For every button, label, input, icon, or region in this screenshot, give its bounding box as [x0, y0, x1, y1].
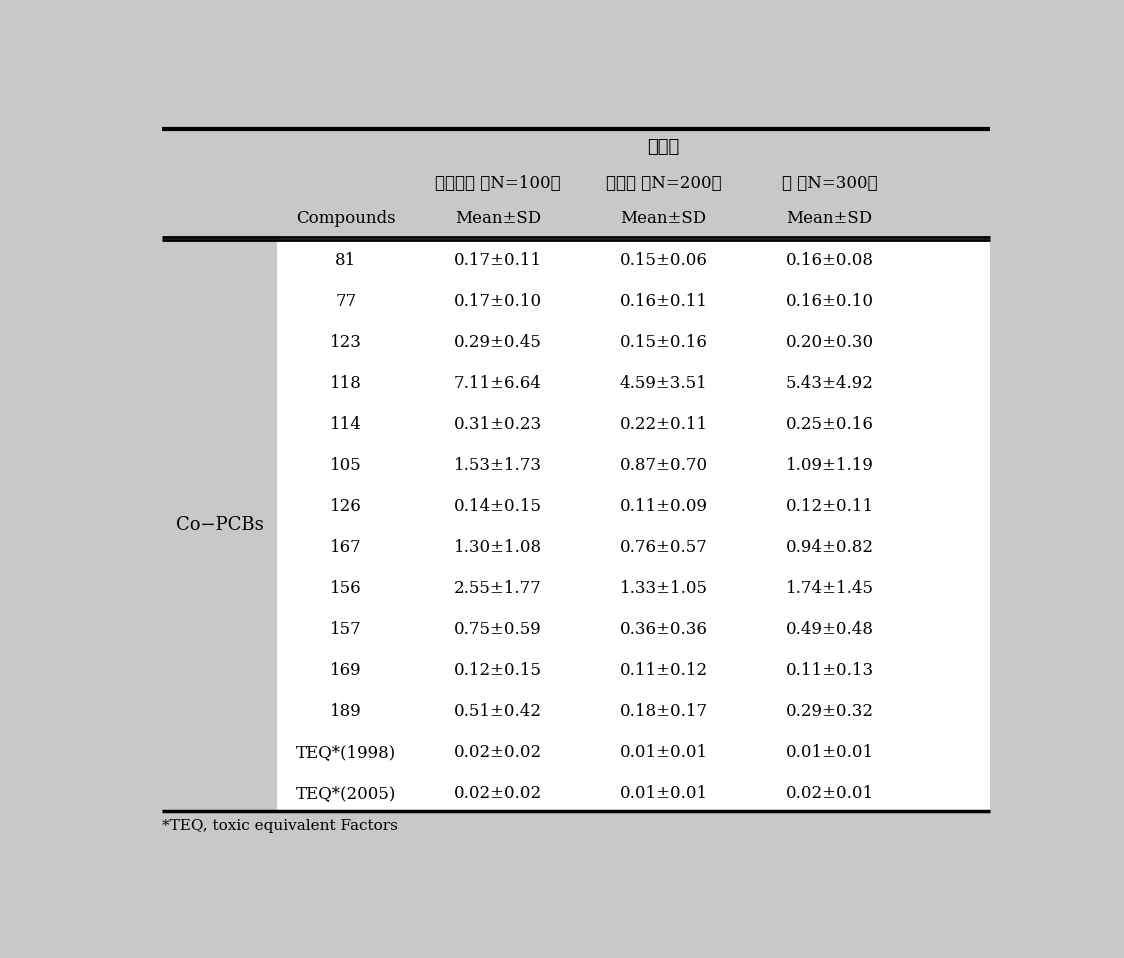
Text: 7.11±6.64: 7.11±6.64 [454, 375, 542, 392]
Text: 0.87±0.70: 0.87±0.70 [619, 457, 708, 474]
Text: 156: 156 [330, 580, 362, 597]
Text: 169: 169 [330, 662, 362, 679]
Text: 0.16±0.10: 0.16±0.10 [786, 293, 873, 309]
Text: 0.76±0.57: 0.76±0.57 [619, 539, 708, 556]
Text: 0.14±0.15: 0.14±0.15 [454, 498, 542, 514]
Text: 5.43±4.92: 5.43±4.92 [786, 375, 873, 392]
Text: 0.15±0.06: 0.15±0.06 [619, 252, 708, 268]
Text: 114: 114 [330, 416, 362, 433]
Text: 123: 123 [330, 333, 362, 351]
Text: 0.16±0.08: 0.16±0.08 [786, 252, 873, 268]
Text: TEQ*(1998): TEQ*(1998) [296, 744, 396, 761]
Text: 환자군: 환자군 [647, 138, 680, 156]
Text: 0.12±0.15: 0.12±0.15 [454, 662, 542, 679]
Text: 1.74±1.45: 1.74±1.45 [786, 580, 873, 597]
Text: 0.94±0.82: 0.94±0.82 [786, 539, 873, 556]
Text: Compounds: Compounds [296, 211, 396, 227]
Bar [277, 237, 990, 811]
Text: 0.29±0.32: 0.29±0.32 [786, 703, 873, 720]
Text: 계 （N=300）: 계 （N=300） [781, 175, 878, 192]
Text: 77: 77 [335, 293, 356, 309]
Text: 0.11±0.12: 0.11±0.12 [619, 662, 708, 679]
Text: 105: 105 [330, 457, 362, 474]
Text: 167: 167 [330, 539, 362, 556]
Text: 0.12±0.11: 0.12±0.11 [786, 498, 873, 514]
Text: *TEQ, toxic equivalent Factors: *TEQ, toxic equivalent Factors [162, 818, 398, 833]
Text: 4.59±3.51: 4.59±3.51 [619, 375, 707, 392]
Text: 0.17±0.11: 0.17±0.11 [454, 252, 542, 268]
Text: 81: 81 [335, 252, 356, 268]
Text: 0.15±0.16: 0.15±0.16 [619, 333, 708, 351]
Text: 0.11±0.09: 0.11±0.09 [619, 498, 708, 514]
Text: Mean±SD: Mean±SD [787, 211, 872, 227]
Text: 0.20±0.30: 0.20±0.30 [786, 333, 873, 351]
Text: 2.55±1.77: 2.55±1.77 [454, 580, 542, 597]
Text: 0.02±0.02: 0.02±0.02 [454, 786, 542, 802]
Text: 0.18±0.17: 0.18±0.17 [619, 703, 708, 720]
Text: Mean±SD: Mean±SD [455, 211, 541, 227]
Text: 0.51±0.42: 0.51±0.42 [454, 703, 542, 720]
Text: 0.31±0.23: 0.31±0.23 [454, 416, 542, 433]
Text: 0.29±0.45: 0.29±0.45 [454, 333, 542, 351]
Text: 전립선암 （N=100）: 전립선암 （N=100） [435, 175, 561, 192]
Text: 0.36±0.36: 0.36±0.36 [619, 621, 708, 638]
Bar [162, 128, 990, 237]
Text: 0.16±0.11: 0.16±0.11 [619, 293, 708, 309]
Text: 0.49±0.48: 0.49±0.48 [786, 621, 873, 638]
Text: 189: 189 [330, 703, 362, 720]
Text: 0.01±0.01: 0.01±0.01 [619, 744, 708, 761]
Text: 0.75±0.59: 0.75±0.59 [454, 621, 542, 638]
Text: 0.22±0.11: 0.22±0.11 [619, 416, 708, 433]
Text: 0.17±0.10: 0.17±0.10 [454, 293, 542, 309]
Text: 157: 157 [330, 621, 362, 638]
Text: 126: 126 [330, 498, 362, 514]
Text: 1.30±1.08: 1.30±1.08 [454, 539, 542, 556]
Text: 1.33±1.05: 1.33±1.05 [619, 580, 708, 597]
Text: 1.53±1.73: 1.53±1.73 [454, 457, 542, 474]
Text: 118: 118 [330, 375, 362, 392]
Text: TEQ*(2005): TEQ*(2005) [296, 786, 396, 802]
Text: 0.01±0.01: 0.01±0.01 [619, 786, 708, 802]
Text: 0.02±0.01: 0.02±0.01 [786, 786, 873, 802]
Text: 0.01±0.01: 0.01±0.01 [786, 744, 873, 761]
Text: Mean±SD: Mean±SD [620, 211, 707, 227]
Text: 0.25±0.16: 0.25±0.16 [786, 416, 873, 433]
Text: 0.02±0.02: 0.02±0.02 [454, 744, 542, 761]
Text: 1.09±1.19: 1.09±1.19 [786, 457, 873, 474]
Text: 0.11±0.13: 0.11±0.13 [786, 662, 873, 679]
Text: Co−PCBs: Co−PCBs [175, 516, 263, 535]
Text: 유방암 （N=200）: 유방암 （N=200） [606, 175, 722, 192]
